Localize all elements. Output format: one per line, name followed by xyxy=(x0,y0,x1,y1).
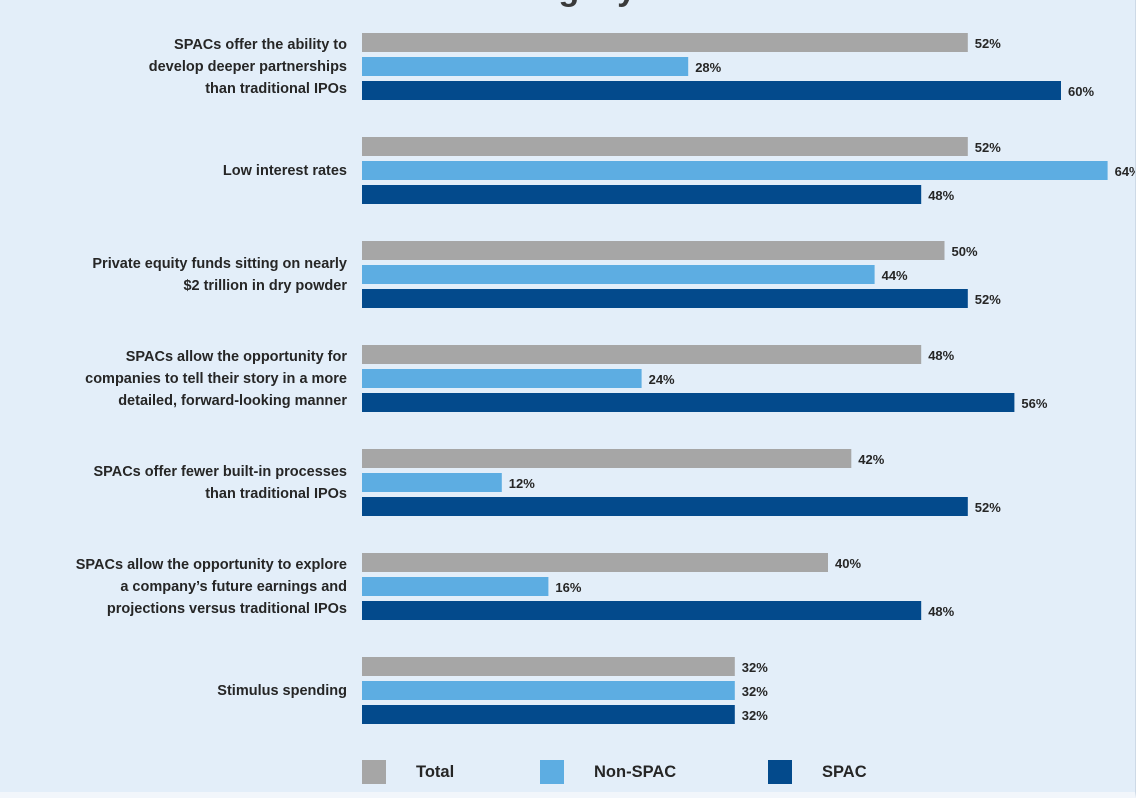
category-label-2: Low interest rates xyxy=(7,160,347,182)
data-label-total-1: 52% xyxy=(975,36,1001,51)
data-label-total-5: 42% xyxy=(858,452,884,467)
category-label-line: SPACs offer fewer built-in processes xyxy=(93,463,347,480)
legend-label-non-spac: Non-SPAC xyxy=(594,762,677,781)
data-label-spac-7: 32% xyxy=(742,708,768,723)
category-label-line: Private equity funds sitting on nearly xyxy=(92,255,347,272)
bar-total-7 xyxy=(362,657,735,676)
data-label-non-spac-3: 44% xyxy=(882,268,908,283)
bar-non-spac-2 xyxy=(362,161,1108,180)
data-label-non-spac-2: 64% xyxy=(1115,164,1136,179)
bar-spac-1 xyxy=(362,81,1061,100)
data-label-non-spac-7: 32% xyxy=(742,684,768,699)
category-label-line: projections versus traditional IPOs xyxy=(106,600,347,617)
bar-non-spac-1 xyxy=(362,57,689,76)
bar-non-spac-5 xyxy=(362,473,502,492)
category-label-line: SPACs offer the ability to xyxy=(174,36,347,53)
category-label-line: companies to tell their story in a more xyxy=(85,370,347,387)
bar-total-5 xyxy=(362,449,852,468)
category-label-line: $2 trillion in dry powder xyxy=(183,277,347,294)
category-label-line: Stimulus spending xyxy=(217,682,347,699)
bar-total-4 xyxy=(362,345,922,364)
data-label-spac-3: 52% xyxy=(975,292,1001,307)
data-label-total-3: 50% xyxy=(952,244,978,259)
bar-total-6 xyxy=(362,553,828,572)
legend-label-total: Total xyxy=(416,762,455,781)
bar-total-1 xyxy=(362,33,968,52)
bar-spac-4 xyxy=(362,393,1015,412)
category-label-line: than traditional IPOs xyxy=(205,80,347,97)
legend-item-non-spac: Non-SPAC xyxy=(540,759,676,785)
data-label-non-spac-5: 12% xyxy=(509,476,535,491)
data-label-total-7: 32% xyxy=(742,660,768,675)
bar-total-3 xyxy=(362,241,945,260)
data-label-total-2: 52% xyxy=(975,140,1001,155)
data-label-total-4: 48% xyxy=(928,348,954,363)
category-label-line: SPACs allow the opportunity to explore xyxy=(75,556,347,573)
category-label-line: detailed, forward-looking manner xyxy=(118,392,347,409)
data-label-non-spac-6: 16% xyxy=(555,580,581,595)
bar-spac-5 xyxy=(362,497,968,516)
category-label-3: Private equity funds sitting on nearly $2… xyxy=(7,253,347,297)
data-label-spac-4: 56% xyxy=(1021,396,1047,411)
category-label-line: Low interest rates xyxy=(222,162,347,179)
legend-label-spac: SPAC xyxy=(822,762,867,781)
bar-non-spac-6 xyxy=(362,577,549,596)
bar-spac-7 xyxy=(362,705,735,724)
legend-swatch-non-spac xyxy=(540,760,564,784)
bar-non-spac-4 xyxy=(362,369,642,388)
category-label-1: SPACs offer the ability to develop deeper… xyxy=(7,34,347,100)
legend-item-spac: SPAC xyxy=(768,759,867,785)
category-label-5: SPACs offer fewer built-in processes than… xyxy=(7,461,347,505)
data-label-spac-5: 52% xyxy=(975,500,1001,515)
legend-swatch-total xyxy=(362,760,386,784)
bar-non-spac-3 xyxy=(362,265,875,284)
category-label-line: develop deeper partnerships xyxy=(148,58,347,75)
legend-swatch-spac xyxy=(768,760,792,784)
category-label-6: SPACs allow the opportunity to explore a … xyxy=(7,554,347,620)
data-label-non-spac-1: 28% xyxy=(695,60,721,75)
category-label-4: SPACs allow the opportunity for companies… xyxy=(7,346,347,412)
category-label-line: SPACs allow the opportunity for xyxy=(125,348,347,365)
data-label-spac-2: 48% xyxy=(928,188,954,203)
bar-non-spac-7 xyxy=(362,681,735,700)
category-label-line: a company’s future earnings and xyxy=(120,578,347,595)
category-label-7: Stimulus spending xyxy=(7,680,347,702)
legend-item-total: Total xyxy=(362,759,454,785)
data-label-non-spac-4: 24% xyxy=(649,372,675,387)
chart-title-fragment: ...ing ...y xyxy=(0,0,1135,12)
data-label-spac-1: 60% xyxy=(1068,84,1094,99)
data-label-spac-6: 48% xyxy=(928,604,954,619)
bar-total-2 xyxy=(362,137,968,156)
bar-spac-3 xyxy=(362,289,968,308)
data-label-total-6: 40% xyxy=(835,556,861,571)
bar-spac-2 xyxy=(362,185,922,204)
category-label-line: than traditional IPOs xyxy=(205,485,347,502)
bar-spac-6 xyxy=(362,601,922,620)
